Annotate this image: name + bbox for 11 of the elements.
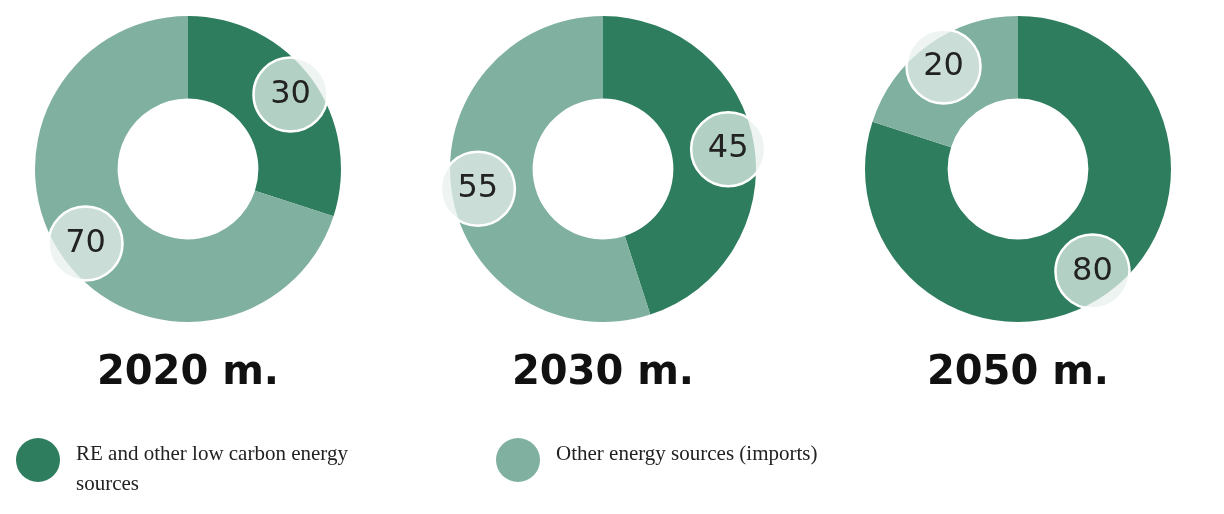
data-label: 55 <box>457 167 499 206</box>
data-label: 70 <box>65 221 106 260</box>
text: 2030 m. <box>511 347 695 394</box>
legend-label: Other energy sources (imports) <box>556 440 819 467</box>
legend-label: RE and other low carbon energy sources <box>76 440 349 497</box>
data-label: 20 <box>923 44 964 83</box>
text: 2020 m. <box>96 347 280 394</box>
text: 2050 m. <box>926 347 1110 394</box>
data-label: 45 <box>707 127 749 166</box>
data-label: 80 <box>1072 249 1113 288</box>
data-label: 30 <box>270 72 311 111</box>
